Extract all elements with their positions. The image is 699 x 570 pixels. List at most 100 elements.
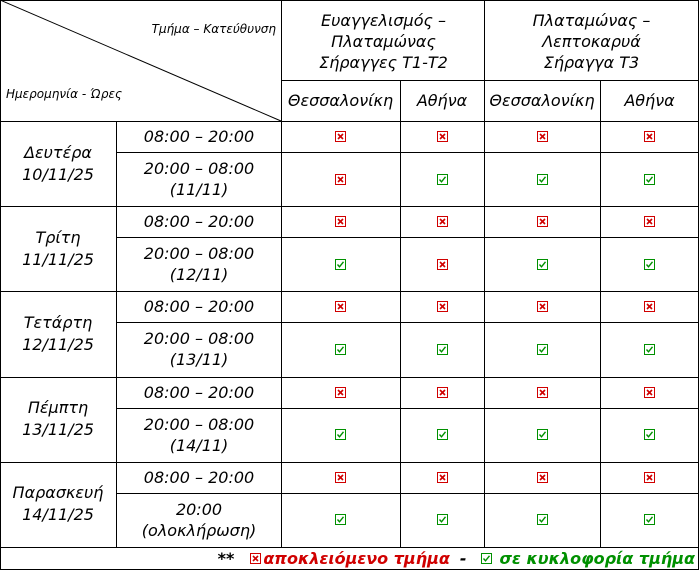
red-cross-box-icon: [436, 216, 448, 228]
grid-line: [116, 121, 117, 547]
green-check-box-icon: [436, 343, 448, 355]
green-check-box-icon: [644, 173, 655, 185]
day-label-cell: Τρίτη 11/11/25: [0, 206, 116, 291]
green-check-box-icon: [644, 343, 655, 355]
time-slot-line-1: 08:00 – 20:00: [143, 382, 255, 402]
time-slot-cell: 20:00 (ολοκλήρωση): [117, 493, 281, 547]
legend: ** αποκλειόμενο τμήμα - σε κυκλοφορία τμ…: [0, 547, 699, 570]
red-cross-box-icon: [436, 386, 448, 398]
green-check-box-icon: [335, 514, 346, 526]
legend-prefix: **: [217, 549, 235, 568]
status-cell: [484, 206, 600, 237]
red-cross-box-icon: [536, 386, 548, 398]
status-cell: [400, 493, 484, 547]
direction-header-3: Θεσσαλονίκη: [484, 80, 600, 121]
green-check-box-icon: [480, 553, 492, 564]
status-cell: [400, 237, 484, 291]
section-1-line-1: Ευαγγελισμός –: [321, 10, 446, 30]
green-check-box-icon: [536, 429, 548, 441]
day-label-cell: Δευτέρα 10/11/25: [0, 121, 116, 206]
green-check-box-icon: [536, 258, 548, 270]
time-slot-line-1: 20:00 – 08:00: [143, 159, 255, 179]
day-date: 11/11/25: [22, 249, 94, 269]
status-cell: [600, 206, 699, 237]
red-cross-box-icon: [536, 216, 548, 228]
status-cell: [281, 462, 400, 493]
grid-line: [0, 376, 699, 378]
red-cross-box-icon: [335, 386, 346, 398]
green-check-box-icon: [536, 173, 548, 185]
red-cross-box-icon: [335, 173, 346, 185]
red-cross-box-icon: [436, 131, 448, 142]
time-slot-line-1: 20:00: [175, 499, 223, 519]
time-slot-line-2: (ολοκλήρωση): [141, 520, 257, 540]
grid-line: [117, 237, 699, 239]
status-cell: [400, 322, 484, 376]
green-check-box-icon: [335, 429, 346, 441]
day-label-cell: Παρασκευή 14/11/25: [0, 462, 116, 547]
direction-4-text: Αθήνα: [624, 91, 675, 110]
green-check-box-icon: [335, 343, 346, 355]
direction-header-2: Αθήνα: [400, 80, 484, 121]
status-cell: [281, 152, 400, 206]
time-slot-cell: 08:00 – 20:00: [117, 462, 281, 493]
grid-line: [0, 547, 699, 548]
section-header-1: Ευαγγελισμός – Πλαταμώνας Σήραγγες Τ1-Τ2: [283, 2, 484, 80]
red-cross-box-icon: [536, 301, 548, 313]
corner-top-label: Τμήμα – Κατεύθυνση: [120, 18, 276, 40]
legend-closed-label: αποκλειόμενο τμήμα: [263, 549, 450, 568]
time-slot-line-2: (14/11): [169, 435, 229, 455]
day-date: 12/11/25: [22, 334, 94, 354]
grid-line: [0, 206, 699, 208]
corner-bottom-label: Ημερομηνία - Ώρες: [6, 84, 166, 104]
grid-line: [281, 80, 699, 81]
time-slot-cell: 20:00 – 08:00 (12/11): [117, 237, 281, 291]
day-label-cell: Πέμπτη 13/11/25: [0, 377, 116, 462]
grid-line: [117, 407, 699, 409]
time-slot-line-1: 08:00 – 20:00: [143, 297, 255, 317]
red-cross-box-icon: [335, 131, 346, 142]
status-cell: [600, 377, 699, 408]
status-cell: [400, 121, 484, 152]
status-cell: [281, 408, 400, 462]
time-slot-line-1: 20:00 – 08:00: [143, 244, 255, 264]
status-cell: [281, 121, 400, 152]
day-name: Δευτέρα: [24, 142, 92, 162]
green-check-box-icon: [536, 343, 548, 355]
status-cell: [281, 291, 400, 322]
green-check-box-icon: [436, 173, 448, 185]
day-date: 13/11/25: [22, 420, 94, 440]
status-cell: [281, 377, 400, 408]
direction-header-1: Θεσσαλονίκη: [281, 80, 400, 121]
status-cell: [600, 237, 699, 291]
time-slot-line-1: 08:00 – 20:00: [143, 127, 255, 146]
grid-line: [400, 80, 401, 547]
day-date: 14/11/25: [22, 505, 94, 525]
time-slot-cell: 20:00 – 08:00 (13/11): [117, 322, 281, 376]
time-slot-cell: 08:00 – 20:00: [117, 206, 281, 237]
time-slot-cell: 08:00 – 20:00: [117, 377, 281, 408]
status-cell: [600, 322, 699, 376]
red-cross-box-icon: [644, 301, 655, 313]
status-cell: [600, 152, 699, 206]
direction-header-4: Αθήνα: [600, 80, 699, 121]
time-slot-cell: 08:00 – 20:00: [117, 121, 281, 152]
grid-line: [600, 80, 601, 547]
status-cell: [600, 121, 699, 152]
section-2-line-2: Λεπτοκαρυά: [542, 31, 641, 51]
status-cell: [281, 322, 400, 376]
green-check-box-icon: [644, 258, 655, 270]
status-cell: [400, 408, 484, 462]
section-1-line-2: Πλαταμώνας: [331, 31, 436, 51]
grid-line: [0, 461, 699, 463]
status-cell: [484, 121, 600, 152]
time-slot-cell: 20:00 – 08:00 (14/11): [117, 408, 281, 462]
green-check-box-icon: [644, 429, 655, 441]
red-cross-box-icon: [436, 471, 448, 483]
green-check-box-icon: [644, 514, 655, 526]
status-cell: [484, 152, 600, 206]
red-cross-box-icon: [335, 301, 346, 313]
day-name: Τρίτη: [35, 227, 81, 247]
red-cross-box-icon: [644, 216, 655, 228]
status-cell: [281, 206, 400, 237]
